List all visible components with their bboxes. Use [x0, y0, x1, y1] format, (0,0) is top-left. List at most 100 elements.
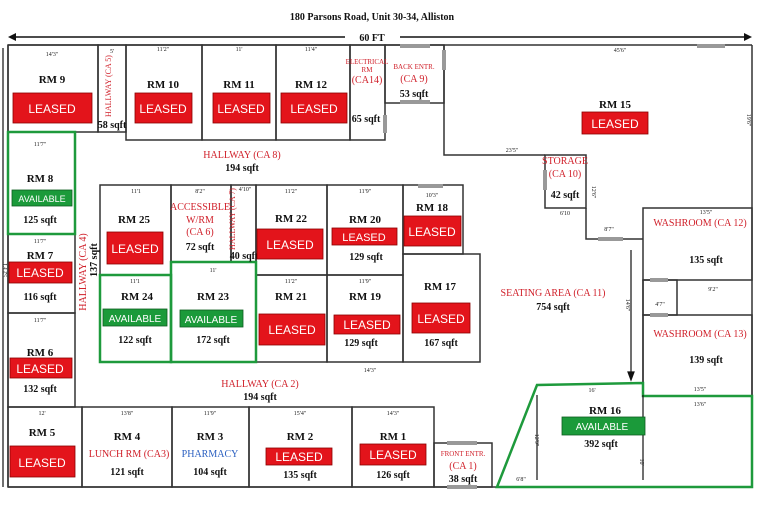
dim: 23'5": [506, 148, 519, 154]
leased-badge: [280, 92, 348, 124]
room-label: RM 11: [223, 79, 254, 91]
dim: 11'7": [34, 142, 47, 148]
area-label: (CA 9): [400, 74, 428, 85]
dim: 8'2": [195, 189, 205, 195]
hallway-ca8: HALLWAY (CA 8) 194 sqft: [203, 150, 280, 174]
room-size: 135 sqft: [283, 470, 317, 481]
side-label: 52 FT: [3, 262, 9, 277]
room-label: RM 3: [197, 431, 224, 443]
dim: 11': [236, 47, 243, 53]
area-label: (CA14): [352, 75, 383, 86]
leased-badge: [9, 357, 73, 379]
dim: 13'8": [121, 411, 134, 417]
room-label: RM 6: [27, 347, 54, 359]
hallway-ca5: 5' HALLWAY (CA 5) 58 sqft: [98, 49, 127, 131]
room-rm16[interactable]: 16' RM 16 AVAILABLE 392 sqft 6'8" 12'9" …: [516, 388, 646, 483]
room-label: RM 2: [287, 431, 314, 443]
status-text: AVAILABLE: [185, 315, 238, 326]
room-size: 129 sqft: [344, 338, 378, 349]
dim: 11'4": [305, 47, 318, 53]
dim: 6'10: [560, 211, 570, 217]
room-label: RM 20: [349, 214, 382, 226]
status-text: LEASED: [18, 456, 66, 470]
room-rm12[interactable]: 11'4" RM 12 LEASED: [280, 47, 348, 124]
leased-badge: [258, 313, 326, 346]
dim: 12'6": [590, 186, 596, 199]
area-label: WASHROOM (CA 12): [653, 218, 746, 229]
room-rm5[interactable]: 12' RM 5 LEASED: [9, 411, 76, 478]
area-size: 42 sqft: [551, 190, 580, 201]
dim: 6'8": [516, 477, 526, 483]
leased-badge: [331, 227, 398, 246]
width-arrow: [8, 33, 752, 41]
room-label: RM 24: [121, 291, 154, 303]
room-label: RM 21: [275, 291, 307, 303]
area-label: RM: [362, 66, 374, 74]
room-rm15[interactable]: 45'6" RM 15 LEASED 19'6": [581, 48, 751, 135]
area-label: HALLWAY (CA 5): [104, 55, 113, 117]
area-size: 65 sqft: [352, 114, 381, 125]
room-size: 132 sqft: [23, 384, 57, 395]
area-size: 137 sqft: [89, 243, 100, 277]
room-rm6[interactable]: 11'7" RM 6 LEASED 132 sqft: [9, 318, 73, 395]
dim: 13'5": [694, 387, 707, 393]
available-badge: [561, 416, 646, 436]
status-text: LEASED: [417, 312, 465, 326]
room-rm20[interactable]: 11'9" RM 20 LEASED 129 sqft: [331, 189, 398, 263]
room-rm2[interactable]: 15'4" RM 2 LEASED 135 sqft: [265, 411, 333, 481]
dim: 15'4": [294, 411, 307, 417]
room-use: PHARMACY: [182, 449, 239, 460]
back-entrance-ca9: BACK ENTR. (CA 9) 53 sqft: [393, 63, 434, 100]
dim: 12'9": [533, 434, 539, 447]
area-label: HALLWAY (CA 8): [203, 150, 280, 161]
hallway-ca2: HALLWAY (CA 2) 194 sqft: [221, 379, 298, 403]
room-rm24[interactable]: 11'1 RM 24 AVAILABLE 122 sqft: [102, 279, 168, 346]
room-size: 121 sqft: [110, 467, 144, 478]
room-rm18[interactable]: 10'3" RM 18 LEASED: [403, 193, 462, 247]
room-rm3[interactable]: 11'9" RM 3 PHARMACY 104 sqft: [182, 411, 239, 478]
leased-badge: [581, 111, 649, 135]
dim: 11'2": [157, 47, 170, 53]
room-rm9[interactable]: 14'3" RM 9 LEASED: [12, 52, 93, 124]
dim: 8'7": [604, 227, 614, 233]
area-size: 40 sqft: [230, 251, 259, 262]
dim: 14'3": [46, 52, 59, 58]
room-rm1[interactable]: 14'3" RM 1 LEASED 126 sqft: [359, 411, 427, 481]
room-label: RM 19: [349, 291, 382, 303]
area-size: 135 sqft: [689, 255, 723, 266]
room-label: RM 25: [118, 214, 151, 226]
area-size: 58 sqft: [98, 120, 127, 131]
room-label: RM 15: [599, 99, 632, 111]
room-label: RM 22: [275, 213, 308, 225]
dim: 9'2": [708, 287, 718, 293]
area-label: W/RM: [186, 215, 214, 226]
room-rm17[interactable]: RM 17 LEASED 167 sqft: [411, 281, 471, 349]
status-text: LEASED: [342, 232, 385, 244]
area-size: 53 sqft: [400, 89, 429, 100]
room-rm22[interactable]: 11'2" RM 22 LEASED: [256, 189, 324, 260]
status-text: LEASED: [343, 318, 391, 332]
dim: 11'9": [204, 411, 217, 417]
room-rm23[interactable]: 11' RM 23 AVAILABLE 172 sqft: [179, 268, 244, 346]
leased-badge: [359, 443, 427, 466]
area-label: SEATING AREA (CA 11): [501, 288, 606, 299]
room-rm7[interactable]: 11'7" RM 7 LEASED 116 sqft: [8, 239, 73, 303]
room-label: RM 8: [27, 173, 54, 185]
area-size: 194 sqft: [243, 392, 277, 403]
room-rm19[interactable]: 11'9" RM 19 LEASED 129 sqft: [333, 279, 401, 349]
room-rm21[interactable]: 11'2" RM 21 LEASED: [258, 279, 326, 346]
dim: 16': [588, 388, 595, 394]
room-rm4[interactable]: 13'8" RM 4 LUNCH RM (CA3) 121 sqft: [89, 411, 170, 478]
room-label: RM 4: [114, 431, 141, 443]
room-label: RM 12: [295, 79, 328, 91]
leased-badge: [9, 445, 76, 478]
dim: 45'6": [614, 48, 627, 54]
accessible-washroom-ca6: 8'2" ACCESSIBLE W/RM (CA 6) 72 sqft: [170, 189, 230, 253]
room-rm11[interactable]: 11' RM 11 LEASED: [212, 47, 271, 124]
room-rm10[interactable]: 11'2" RM 10 LEASED: [134, 47, 193, 124]
hallway-ca7: 4'10" HALLWAY (CA 7) 40 sqft: [228, 187, 259, 262]
room-rm8[interactable]: 11'7" RM 8 AVAILABLE 125 sqft: [11, 142, 73, 226]
room-rm25[interactable]: 11'1 RM 25 LEASED: [106, 189, 164, 265]
available-badge: [11, 189, 73, 207]
